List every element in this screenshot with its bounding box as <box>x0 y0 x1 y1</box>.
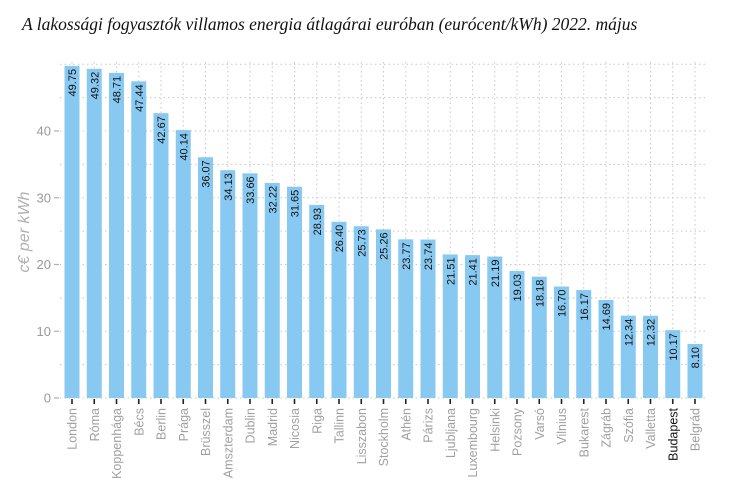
x-tick-label: Amszterdam <box>221 408 235 478</box>
bar-value-label: 25.26 <box>379 232 391 260</box>
x-tick-label: Szófia <box>622 408 636 443</box>
bar-value-label: 16.17 <box>579 293 591 321</box>
bar-value-label: 10.17 <box>668 333 680 361</box>
bar-value-label: 31.65 <box>290 190 302 218</box>
bar-value-label: 16.70 <box>557 290 569 318</box>
x-tick-label: Bécs <box>132 408 146 436</box>
bar-value-label: 23.74 <box>423 243 435 271</box>
bar <box>131 81 147 398</box>
x-tick-label: Madrid <box>266 408 280 446</box>
bar-value-label: 18.18 <box>534 280 546 308</box>
bar <box>198 157 213 398</box>
bar <box>442 254 458 398</box>
x-tick-label: Koppenhága <box>110 408 124 479</box>
bar-value-label: 32.22 <box>267 186 279 214</box>
bar-value-label: 25.73 <box>356 229 368 257</box>
y-tick-label: 0 <box>44 391 51 406</box>
x-tick-label: Belgrád <box>689 408 703 451</box>
bar <box>620 315 636 398</box>
x-tick-label: Párizs <box>422 408 436 443</box>
x-tick-label: Tallinn <box>333 408 347 443</box>
x-tick-label: Luxembourg <box>466 408 480 478</box>
bar-value-label: 21.41 <box>468 258 480 286</box>
bar <box>64 65 80 398</box>
bar-value-label: 36.07 <box>201 160 213 188</box>
x-tick-label: Róma <box>88 408 102 441</box>
bar <box>420 239 436 398</box>
x-tick-label: Berlin <box>155 408 169 440</box>
bar-value-label: 42.67 <box>156 116 168 144</box>
bar-value-label: 33.66 <box>245 176 257 204</box>
bar-value-label: 19.03 <box>512 274 524 302</box>
bar <box>376 229 391 398</box>
x-tick-label: Dublin <box>244 408 258 443</box>
y-axis: 0 10 20 30 40 <box>37 124 59 406</box>
x-tick-label: Varsó <box>533 408 547 440</box>
x-tick-label: Bukarest <box>577 407 591 457</box>
x-tick-label: Nicosia <box>288 408 302 449</box>
bar-value-label: 21.51 <box>445 257 457 285</box>
bar <box>242 173 258 398</box>
bar <box>398 239 414 398</box>
bar <box>687 343 703 398</box>
bar <box>353 226 369 398</box>
bar <box>665 330 681 398</box>
y-axis-label: c€ per kWh <box>16 191 33 272</box>
bar <box>220 170 236 398</box>
bar <box>598 299 614 398</box>
x-tick-label: Pozsony <box>511 407 525 456</box>
bar <box>86 68 102 398</box>
bar-value-label: 21.19 <box>490 260 502 288</box>
bar <box>309 204 325 398</box>
y-tick-label: 10 <box>37 324 51 339</box>
chart-title: A lakossági fogyasztók villamos energia … <box>22 14 638 34</box>
x-tick-label: Athén <box>399 408 413 441</box>
bar-value-label: 28.93 <box>312 208 324 236</box>
x-tick-label: Helsinki <box>488 408 502 452</box>
bar <box>287 186 302 398</box>
bar-value-label: 40.14 <box>178 133 190 161</box>
x-tick-label: Vilnius <box>555 408 569 445</box>
bar <box>331 221 347 398</box>
bar <box>643 315 658 398</box>
bar-value-label: 48.71 <box>112 76 124 104</box>
bar-value-label: 26.40 <box>334 225 346 253</box>
bar <box>576 290 592 398</box>
y-tick-label: 20 <box>37 257 51 272</box>
bar-value-label: 23.77 <box>401 242 413 270</box>
bar-value-label: 8.10 <box>690 347 702 368</box>
x-tick-label: Lisszabon <box>355 408 369 464</box>
x-tick-label: Brüsszel <box>199 408 213 456</box>
bar <box>509 270 525 398</box>
bar-value-label: 34.13 <box>223 173 235 201</box>
bar <box>465 255 480 398</box>
x-tick-label: Prága <box>177 408 191 441</box>
bar-value-label: 12.34 <box>623 319 635 347</box>
x-axis: London Róma Koppenhága Bécs Berlin Prága Brüss… <box>66 399 703 479</box>
x-tick-label: Ljubljana <box>444 408 458 458</box>
bar-value-label: 47.44 <box>134 84 146 112</box>
x-tick-label: Stockholm <box>377 408 391 466</box>
x-tick-label: Riga <box>310 408 324 434</box>
bar <box>153 113 169 399</box>
bar <box>531 276 547 398</box>
bar <box>554 286 569 398</box>
bar <box>109 72 124 398</box>
bar <box>264 182 280 398</box>
y-tick-label: 30 <box>37 190 51 205</box>
bars: 49.75 49.32 48.71 47.44 42.67 40.14 36.07 34.13… <box>64 65 703 399</box>
x-tick-label: Valletta <box>644 408 658 449</box>
x-tick-label: Zágráb <box>600 408 614 448</box>
bar-value-label: 14.69 <box>601 303 613 331</box>
bar <box>175 130 191 399</box>
x-tick-label: London <box>66 408 80 450</box>
bar-value-label: 49.75 <box>67 69 79 97</box>
x-tick-label: Budapest <box>666 407 680 460</box>
y-tick-label: 40 <box>37 124 51 139</box>
bar <box>487 256 503 398</box>
bar-value-label: 12.32 <box>646 319 658 347</box>
bar-value-label: 49.32 <box>89 72 101 100</box>
